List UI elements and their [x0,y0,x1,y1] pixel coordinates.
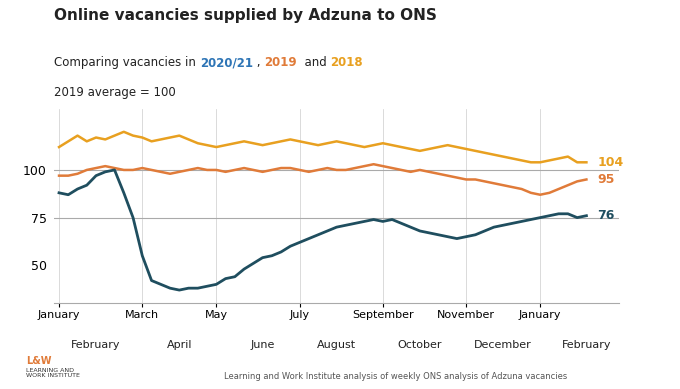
Text: L&W: L&W [26,356,52,366]
Text: ,: , [253,56,265,69]
Text: February: February [71,340,121,350]
Text: 2019 average = 100: 2019 average = 100 [54,86,176,98]
Text: April: April [167,340,192,350]
Text: August: August [317,340,356,350]
Text: 2018: 2018 [330,56,363,69]
Text: 2020/21: 2020/21 [200,56,253,69]
Text: and: and [297,56,330,69]
Text: 2019: 2019 [265,56,297,69]
Text: 76: 76 [598,209,615,222]
Text: Learning and Work Institute analysis of weekly ONS analysis of Adzuna vacancies: Learning and Work Institute analysis of … [224,372,568,381]
Text: October: October [398,340,442,350]
Text: 104: 104 [598,156,624,169]
Text: 95: 95 [598,173,615,186]
Text: December: December [474,340,532,350]
Text: Comparing vacancies in: Comparing vacancies in [54,56,200,69]
Text: June: June [250,340,275,350]
Text: LEARNING AND
WORK INSTITUTE: LEARNING AND WORK INSTITUTE [26,368,80,378]
Text: Online vacancies supplied by Adzuna to ONS: Online vacancies supplied by Adzuna to O… [54,8,437,23]
Text: February: February [562,340,611,350]
